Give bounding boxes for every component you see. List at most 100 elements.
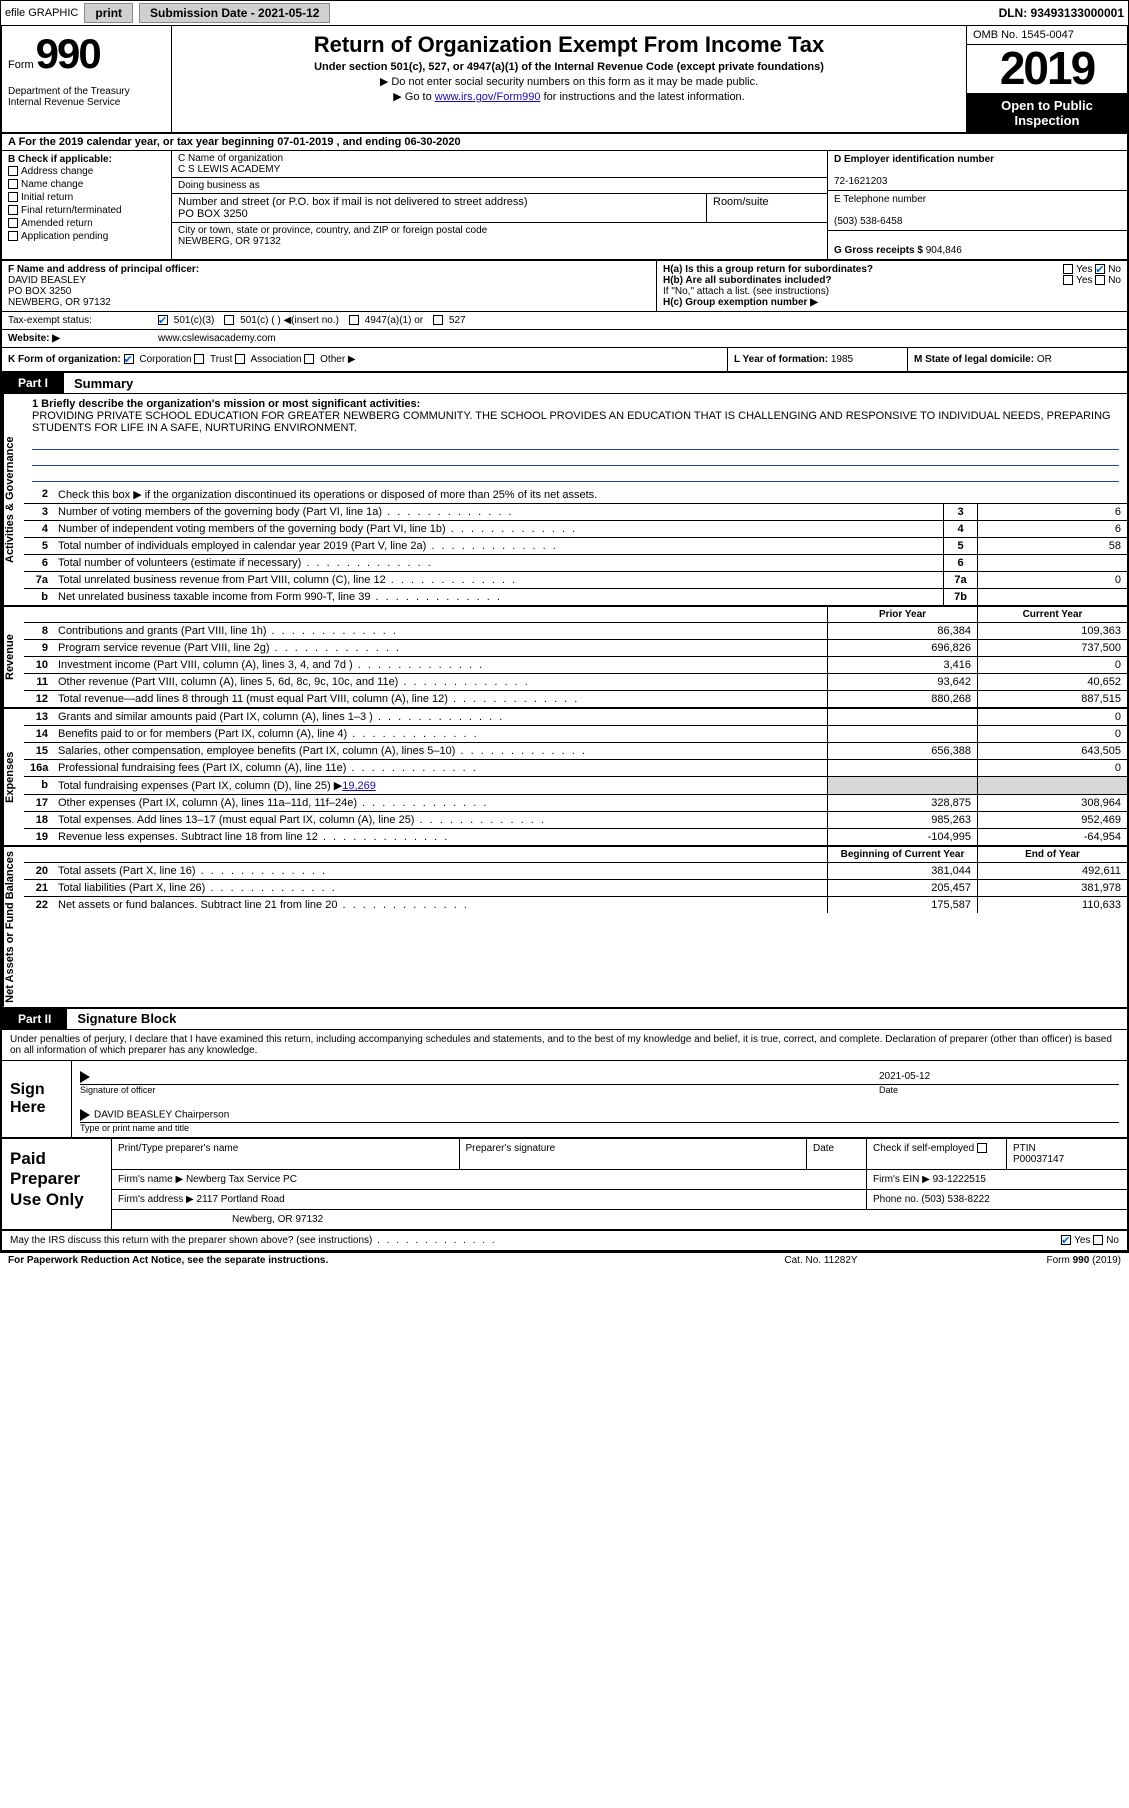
summary-row: bNet unrelated business taxable income f… xyxy=(24,589,1127,605)
summary-row: 8Contributions and grants (Part VIII, li… xyxy=(24,623,1127,640)
summary-row: 17Other expenses (Part IX, column (A), l… xyxy=(24,795,1127,812)
b-item[interactable]: Address change xyxy=(8,165,165,178)
summary-row: 6Total number of volunteers (estimate if… xyxy=(24,555,1127,572)
mission: 1 Briefly describe the organization's mi… xyxy=(24,394,1127,486)
expenses-label: Expenses xyxy=(2,709,24,845)
print-button[interactable]: print xyxy=(84,3,133,23)
section-klm: K Form of organization: Corporation Trus… xyxy=(2,348,1127,373)
discuss-line: May the IRS discuss this return with the… xyxy=(2,1231,1127,1251)
section-m: M State of legal domicile: OR xyxy=(907,348,1127,371)
tax-year: 2019 xyxy=(967,45,1127,94)
i-opt[interactable]: 501(c) ( ) ◀(insert no.) xyxy=(224,315,339,326)
header: Form 990 Department of the Treasury Inte… xyxy=(2,26,1127,134)
k-opt[interactable]: Trust xyxy=(194,354,232,365)
footer: For Paperwork Reduction Act Notice, see … xyxy=(0,1253,1129,1268)
b-item[interactable]: Amended return xyxy=(8,217,165,230)
subtitle-1: Under section 501(c), 527, or 4947(a)(1)… xyxy=(182,60,956,74)
part-2-title: Signature Block xyxy=(67,1011,176,1026)
section-netassets: Net Assets or Fund Balances Beginning of… xyxy=(2,847,1127,1009)
part-1-title: Summary xyxy=(64,376,133,391)
c-addr-row: Number and street (or P.O. box if mail i… xyxy=(172,194,827,222)
section-f: F Name and address of principal officer:… xyxy=(2,261,657,311)
section-h: H(a) Is this a group return for subordin… xyxy=(657,261,1127,311)
g-gross: G Gross receipts $ 904,846 xyxy=(828,231,1127,259)
summary-row: 22Net assets or fund balances. Subtract … xyxy=(24,897,1127,913)
form-number: Form 990 xyxy=(8,30,165,78)
section-j: Website: ▶ www.cslewisacademy.com xyxy=(2,330,1127,348)
form-990: 990 xyxy=(36,30,100,78)
form-word: Form xyxy=(8,59,34,71)
open-to-public: Open to Public Inspection xyxy=(967,94,1127,132)
b-item[interactable]: Initial return xyxy=(8,191,165,204)
summary-row: 7aTotal unrelated business revenue from … xyxy=(24,572,1127,589)
summary-row: 12Total revenue—add lines 8 through 11 (… xyxy=(24,691,1127,707)
section-bcdeg: B Check if applicable: Address change Na… xyxy=(2,151,1127,261)
d-ein: D Employer identification number 72-1621… xyxy=(828,151,1127,191)
summary-row: bTotal fundraising expenses (Part IX, co… xyxy=(24,777,1127,795)
form-body: Form 990 Department of the Treasury Inte… xyxy=(0,26,1129,1253)
summary-row: 18Total expenses. Add lines 13–17 (must … xyxy=(24,812,1127,829)
line-2: 2 Check this box ▶ if the organization d… xyxy=(24,486,1127,504)
header-right: OMB No. 1545-0047 2019 Open to Public In… xyxy=(967,26,1127,132)
b-item[interactable]: Application pending xyxy=(8,230,165,243)
instructions-link[interactable]: www.irs.gov/Form990 xyxy=(435,91,541,103)
k-opt[interactable]: Association xyxy=(235,354,301,365)
part-2-tag: Part II xyxy=(2,1009,67,1029)
summary-row: 11Other revenue (Part VIII, column (A), … xyxy=(24,674,1127,691)
netassets-label: Net Assets or Fund Balances xyxy=(2,847,24,1007)
line-a: A For the 2019 calendar year, or tax yea… xyxy=(2,134,1127,151)
dln: DLN: 93493133000001 xyxy=(999,6,1124,20)
section-i: Tax-exempt status: 501(c)(3) 501(c) ( ) … xyxy=(2,312,1127,330)
c-room: Room/suite xyxy=(707,194,827,222)
section-k: K Form of organization: Corporation Trus… xyxy=(2,348,727,371)
section-activities: Activities & Governance 1 Briefly descri… xyxy=(2,394,1127,607)
summary-row: 21Total liabilities (Part X, line 26)205… xyxy=(24,880,1127,897)
c-city: City or town, state or province, country… xyxy=(172,222,827,249)
activities-label: Activities & Governance xyxy=(2,394,24,605)
summary-row: 4Number of independent voting members of… xyxy=(24,521,1127,538)
section-deg: D Employer identification number 72-1621… xyxy=(827,151,1127,259)
paid-label: Paid Preparer Use Only xyxy=(2,1139,112,1229)
summary-row: 14Benefits paid to or for members (Part … xyxy=(24,726,1127,743)
efile-label: efile GRAPHIC xyxy=(5,7,78,19)
summary-row: 10Investment income (Part VIII, column (… xyxy=(24,657,1127,674)
arrow-icon xyxy=(80,1109,90,1121)
summary-row: 3Number of voting members of the governi… xyxy=(24,504,1127,521)
k-opt[interactable]: Other ▶ xyxy=(304,354,355,365)
submission-date: Submission Date - 2021-05-12 xyxy=(139,3,330,23)
website-value: www.cslewisacademy.com xyxy=(158,333,276,344)
c-name: C Name of organization C S LEWIS ACADEMY xyxy=(172,151,827,178)
section-revenue: Revenue Prior Year Current Year 8Contrib… xyxy=(2,607,1127,709)
arrow-icon xyxy=(80,1071,90,1083)
sign-here-label: Sign Here xyxy=(2,1061,72,1137)
summary-row: 16aProfessional fundraising fees (Part I… xyxy=(24,760,1127,777)
summary-row: 5Total number of individuals employed in… xyxy=(24,538,1127,555)
section-l: L Year of formation: 1985 xyxy=(727,348,907,371)
top-bar: efile GRAPHIC print Submission Date - 20… xyxy=(0,0,1129,26)
signature-declaration: Under penalties of perjury, I declare th… xyxy=(2,1030,1127,1061)
i-opt[interactable]: 501(c)(3) xyxy=(158,315,214,326)
section-fh: F Name and address of principal officer:… xyxy=(2,261,1127,312)
b-label: B Check if applicable: xyxy=(8,154,112,165)
netassets-header: Beginning of Current Year End of Year xyxy=(24,847,1127,863)
part-1-bar: Part I Summary xyxy=(2,373,1127,394)
department: Department of the Treasury Internal Reve… xyxy=(8,78,165,108)
revenue-header: Prior Year Current Year xyxy=(24,607,1127,623)
section-expenses: Expenses 13Grants and similar amounts pa… xyxy=(2,709,1127,847)
k-opt[interactable]: Corporation xyxy=(124,354,192,365)
section-b: B Check if applicable: Address change Na… xyxy=(2,151,172,259)
b-item[interactable]: Final return/terminated xyxy=(8,204,165,217)
section-c: C Name of organization C S LEWIS ACADEMY… xyxy=(172,151,827,259)
part-1-tag: Part I xyxy=(2,373,64,393)
c-dba: Doing business as xyxy=(172,178,827,194)
i-opt[interactable]: 527 xyxy=(433,315,465,326)
summary-row: 15Salaries, other compensation, employee… xyxy=(24,743,1127,760)
c-addr: Number and street (or P.O. box if mail i… xyxy=(172,194,707,222)
i-opt[interactable]: 4947(a)(1) or xyxy=(349,315,423,326)
sign-here-block: Sign Here 2021-05-12 Signature of office… xyxy=(2,1061,1127,1139)
b-item[interactable]: Name change xyxy=(8,178,165,191)
e-phone: E Telephone number (503) 538-6458 xyxy=(828,191,1127,231)
paid-preparer-block: Paid Preparer Use Only Print/Type prepar… xyxy=(2,1139,1127,1231)
part-2-bar: Part II Signature Block xyxy=(2,1009,1127,1030)
form-title: Return of Organization Exempt From Incom… xyxy=(182,30,956,60)
